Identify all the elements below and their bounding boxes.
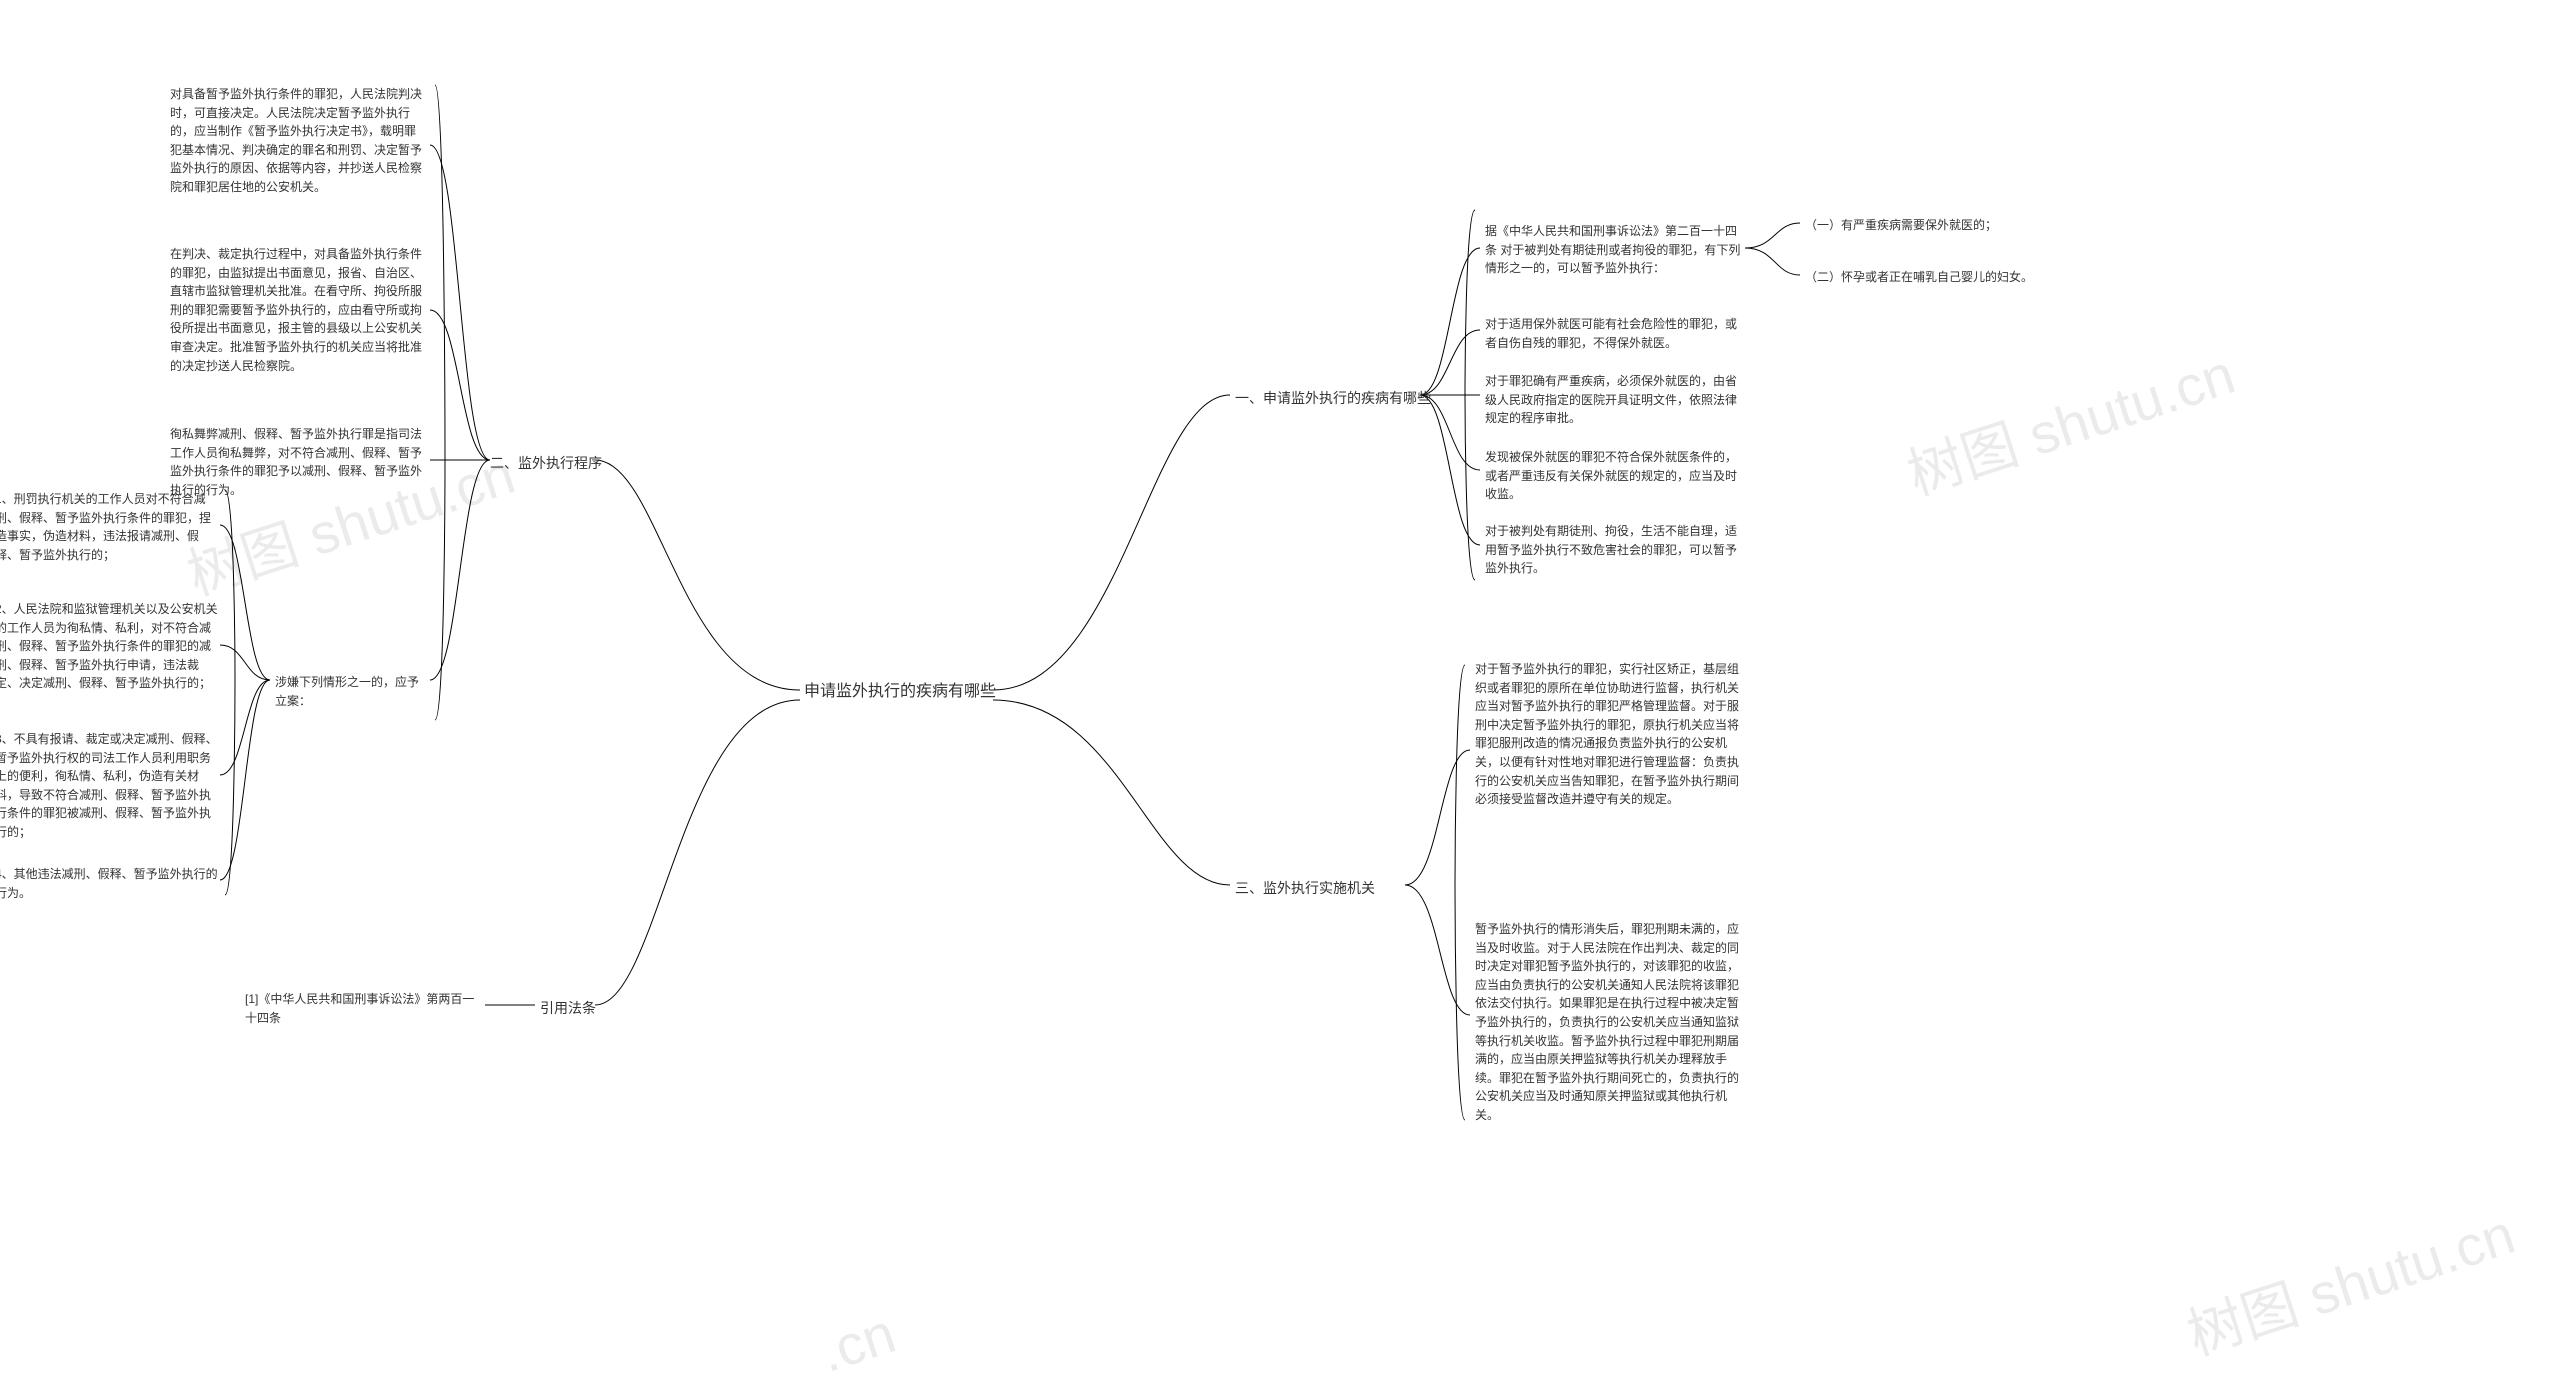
watermark: 树图 shutu.cn <box>1896 330 2244 512</box>
b2-c4b: 2、人民法院和监狱管理机关以及公安机关的工作人员为徇私情、私利，对不符合减刑、假… <box>0 600 220 693</box>
b2-c1: 对具备暂予监外执行条件的罪犯，人民法院判决时，可直接决定。人民法院决定暂予监外执… <box>170 85 425 197</box>
b3-c1: 对于暂予监外执行的罪犯，实行社区矫正，基层组织或者罪犯的原所在单位协助进行监督，… <box>1475 660 1745 809</box>
b1-c5: 对于被判处有期徒刑、拘役，生活不能自理，适用暂予监外执行不致危害社会的罪犯，可以… <box>1485 522 1745 578</box>
center-topic: 申请监外执行的疾病有哪些 <box>800 680 1000 703</box>
b2-c4a: 1、刑罚执行机关的工作人员对不符合减刑、假释、暂予监外执行条件的罪犯，捏造事实，… <box>0 490 220 564</box>
b2-c4d: 4、其他违法减刑、假释、暂予监外执行的行为。 <box>0 865 220 902</box>
b3-c2: 暂予监外执行的情形消失后，罪犯刑期未满的，应当及时收监。对于人民法院在作出判决、… <box>1475 920 1745 1125</box>
b1-c1b: （二）怀孕或者正在哺乳自己婴儿的妇女。 <box>1805 268 2035 287</box>
branch-1: 一、申请监外执行的疾病有哪些 <box>1235 388 1431 408</box>
b2-c2: 在判决、裁定执行过程中，对具备监外执行条件的罪犯，由监狱提出书面意见，报省、自治… <box>170 245 425 375</box>
branch-3: 三、监外执行实施机关 <box>1235 878 1375 898</box>
b1-c1: 据《中华人民共和国刑事诉讼法》第二百一十四条 对于被判处有期徒刑或者拘役的罪犯，… <box>1485 222 1745 278</box>
b1-c1a: （一）有严重疾病需要保外就医的； <box>1805 216 2035 235</box>
b2-c4c: 3、不具有报请、裁定或决定减刑、假释、暂予监外执行权的司法工作人员利用职务上的便… <box>0 730 220 842</box>
watermark: 树图 shutu.cn <box>2176 1190 2524 1372</box>
b2-c4: 涉嫌下列情形之一的，应予立案： <box>275 673 425 710</box>
watermark: .cn <box>812 1300 903 1385</box>
b1-c2: 对于适用保外就医可能有社会危险性的罪犯，或者自伤自残的罪犯，不得保外就医。 <box>1485 315 1745 352</box>
b2-c3: 徇私舞弊减刑、假释、暂予监外执行罪是指司法工作人员徇私舞弊，对不符合减刑、假释、… <box>170 425 425 499</box>
b4-c1: [1]《中华人民共和国刑事诉讼法》第两百一十四条 <box>245 990 480 1027</box>
b1-c4: 发现被保外就医的罪犯不符合保外就医条件的，或者严重违反有关保外就医的规定的，应当… <box>1485 448 1745 504</box>
branch-2: 二、监外执行程序 <box>490 453 602 473</box>
branch-4: 引用法条 <box>540 998 596 1018</box>
b1-c3: 对于罪犯确有严重疾病，必须保外就医的，由省级人民政府指定的医院开具证明文件，依照… <box>1485 372 1745 428</box>
